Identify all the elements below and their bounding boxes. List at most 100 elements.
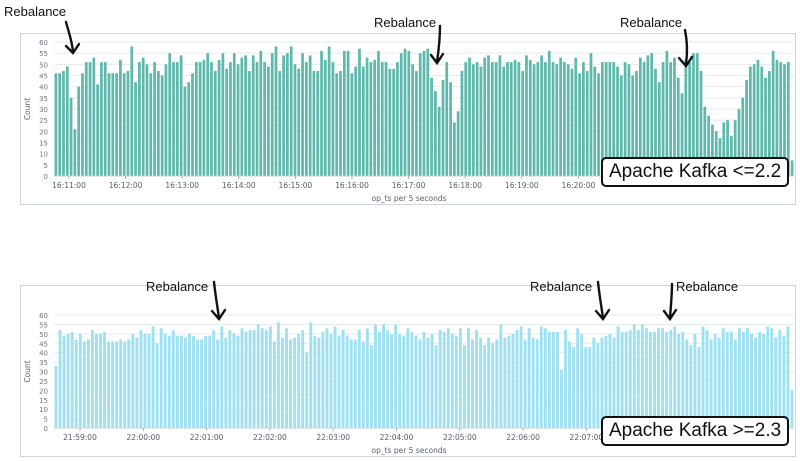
bar xyxy=(240,328,244,428)
bar xyxy=(244,331,248,428)
bar xyxy=(187,82,191,176)
bar xyxy=(198,62,202,176)
bar xyxy=(327,46,331,176)
bar xyxy=(212,330,216,428)
bar xyxy=(183,337,187,428)
bar xyxy=(509,62,513,176)
bar xyxy=(458,328,462,428)
bar xyxy=(661,62,665,176)
x-axis-label: op_ts per 5 seconds xyxy=(372,194,447,203)
bar xyxy=(289,339,293,428)
bar xyxy=(677,333,681,428)
bar xyxy=(532,64,536,176)
bar xyxy=(434,345,438,428)
x-tick-label: 22:01:00 xyxy=(190,433,224,442)
bar xyxy=(701,326,705,428)
bar xyxy=(604,62,608,176)
bar xyxy=(84,62,88,176)
bar xyxy=(475,330,479,428)
bar xyxy=(240,57,244,176)
bar xyxy=(139,330,143,428)
bar xyxy=(229,62,232,176)
bar xyxy=(163,333,167,428)
bar xyxy=(394,324,398,428)
bar xyxy=(58,330,62,428)
bar xyxy=(100,62,103,176)
x-tick-label: 22:04:00 xyxy=(380,433,414,442)
y-tick-label: 20 xyxy=(39,387,48,395)
bar xyxy=(483,345,487,428)
bar xyxy=(278,71,282,176)
bar xyxy=(236,335,240,428)
bar xyxy=(771,50,775,176)
bar xyxy=(369,62,373,176)
bar xyxy=(442,331,446,428)
bar xyxy=(539,326,543,428)
bar xyxy=(726,120,729,176)
bar xyxy=(456,111,460,176)
bar xyxy=(188,333,191,428)
bar xyxy=(66,333,70,428)
bar xyxy=(107,341,111,428)
bar xyxy=(766,326,770,428)
bar xyxy=(697,347,701,428)
bar xyxy=(337,335,341,428)
bar xyxy=(297,68,301,176)
bar xyxy=(119,59,122,176)
bar xyxy=(426,337,430,428)
bar xyxy=(267,66,270,176)
bar xyxy=(543,328,547,428)
bar xyxy=(563,62,566,176)
bar xyxy=(192,335,195,428)
bar xyxy=(450,333,454,428)
bar xyxy=(669,62,673,176)
bar xyxy=(224,337,228,428)
bar xyxy=(281,337,284,428)
y-tick-label: 5 xyxy=(44,416,48,424)
bar xyxy=(551,331,555,428)
bar xyxy=(260,328,264,428)
bar xyxy=(770,328,774,428)
bar xyxy=(693,333,697,428)
bar xyxy=(730,135,733,176)
bar xyxy=(111,341,115,428)
bar xyxy=(511,333,515,428)
bar xyxy=(272,341,276,428)
bar xyxy=(69,97,73,176)
bar xyxy=(725,331,729,428)
bar xyxy=(204,335,208,428)
bar xyxy=(593,66,597,176)
bar xyxy=(323,59,327,176)
bar xyxy=(624,331,628,428)
bar xyxy=(528,59,532,176)
bar xyxy=(596,343,600,428)
bar xyxy=(276,322,280,428)
bar xyxy=(221,53,225,176)
x-tick-label: 21:59:00 xyxy=(63,433,97,442)
y-tick-label: 5 xyxy=(44,162,48,170)
bar xyxy=(179,55,183,176)
bar xyxy=(131,333,135,428)
rebalance-annotation-label: Rebalance xyxy=(146,279,209,294)
y-tick-label: 40 xyxy=(39,350,48,358)
bar xyxy=(236,64,240,176)
y-tick-label: 60 xyxy=(39,312,48,320)
bar xyxy=(183,86,187,176)
bar xyxy=(407,50,411,176)
x-tick-label: 16:20:00 xyxy=(562,181,596,190)
bar xyxy=(90,330,94,428)
bar xyxy=(422,50,426,176)
bar xyxy=(341,330,345,428)
bar xyxy=(584,347,588,428)
bar xyxy=(415,71,418,176)
bar xyxy=(333,326,337,428)
bar xyxy=(92,57,96,176)
bar xyxy=(783,64,786,176)
bar xyxy=(210,62,213,176)
bar xyxy=(713,333,717,428)
bar xyxy=(365,57,369,176)
bar xyxy=(194,62,198,176)
bar xyxy=(646,55,650,176)
version-badge-kafka-23: Apache Kafka >=2.3 xyxy=(601,416,790,446)
bar xyxy=(164,64,168,176)
